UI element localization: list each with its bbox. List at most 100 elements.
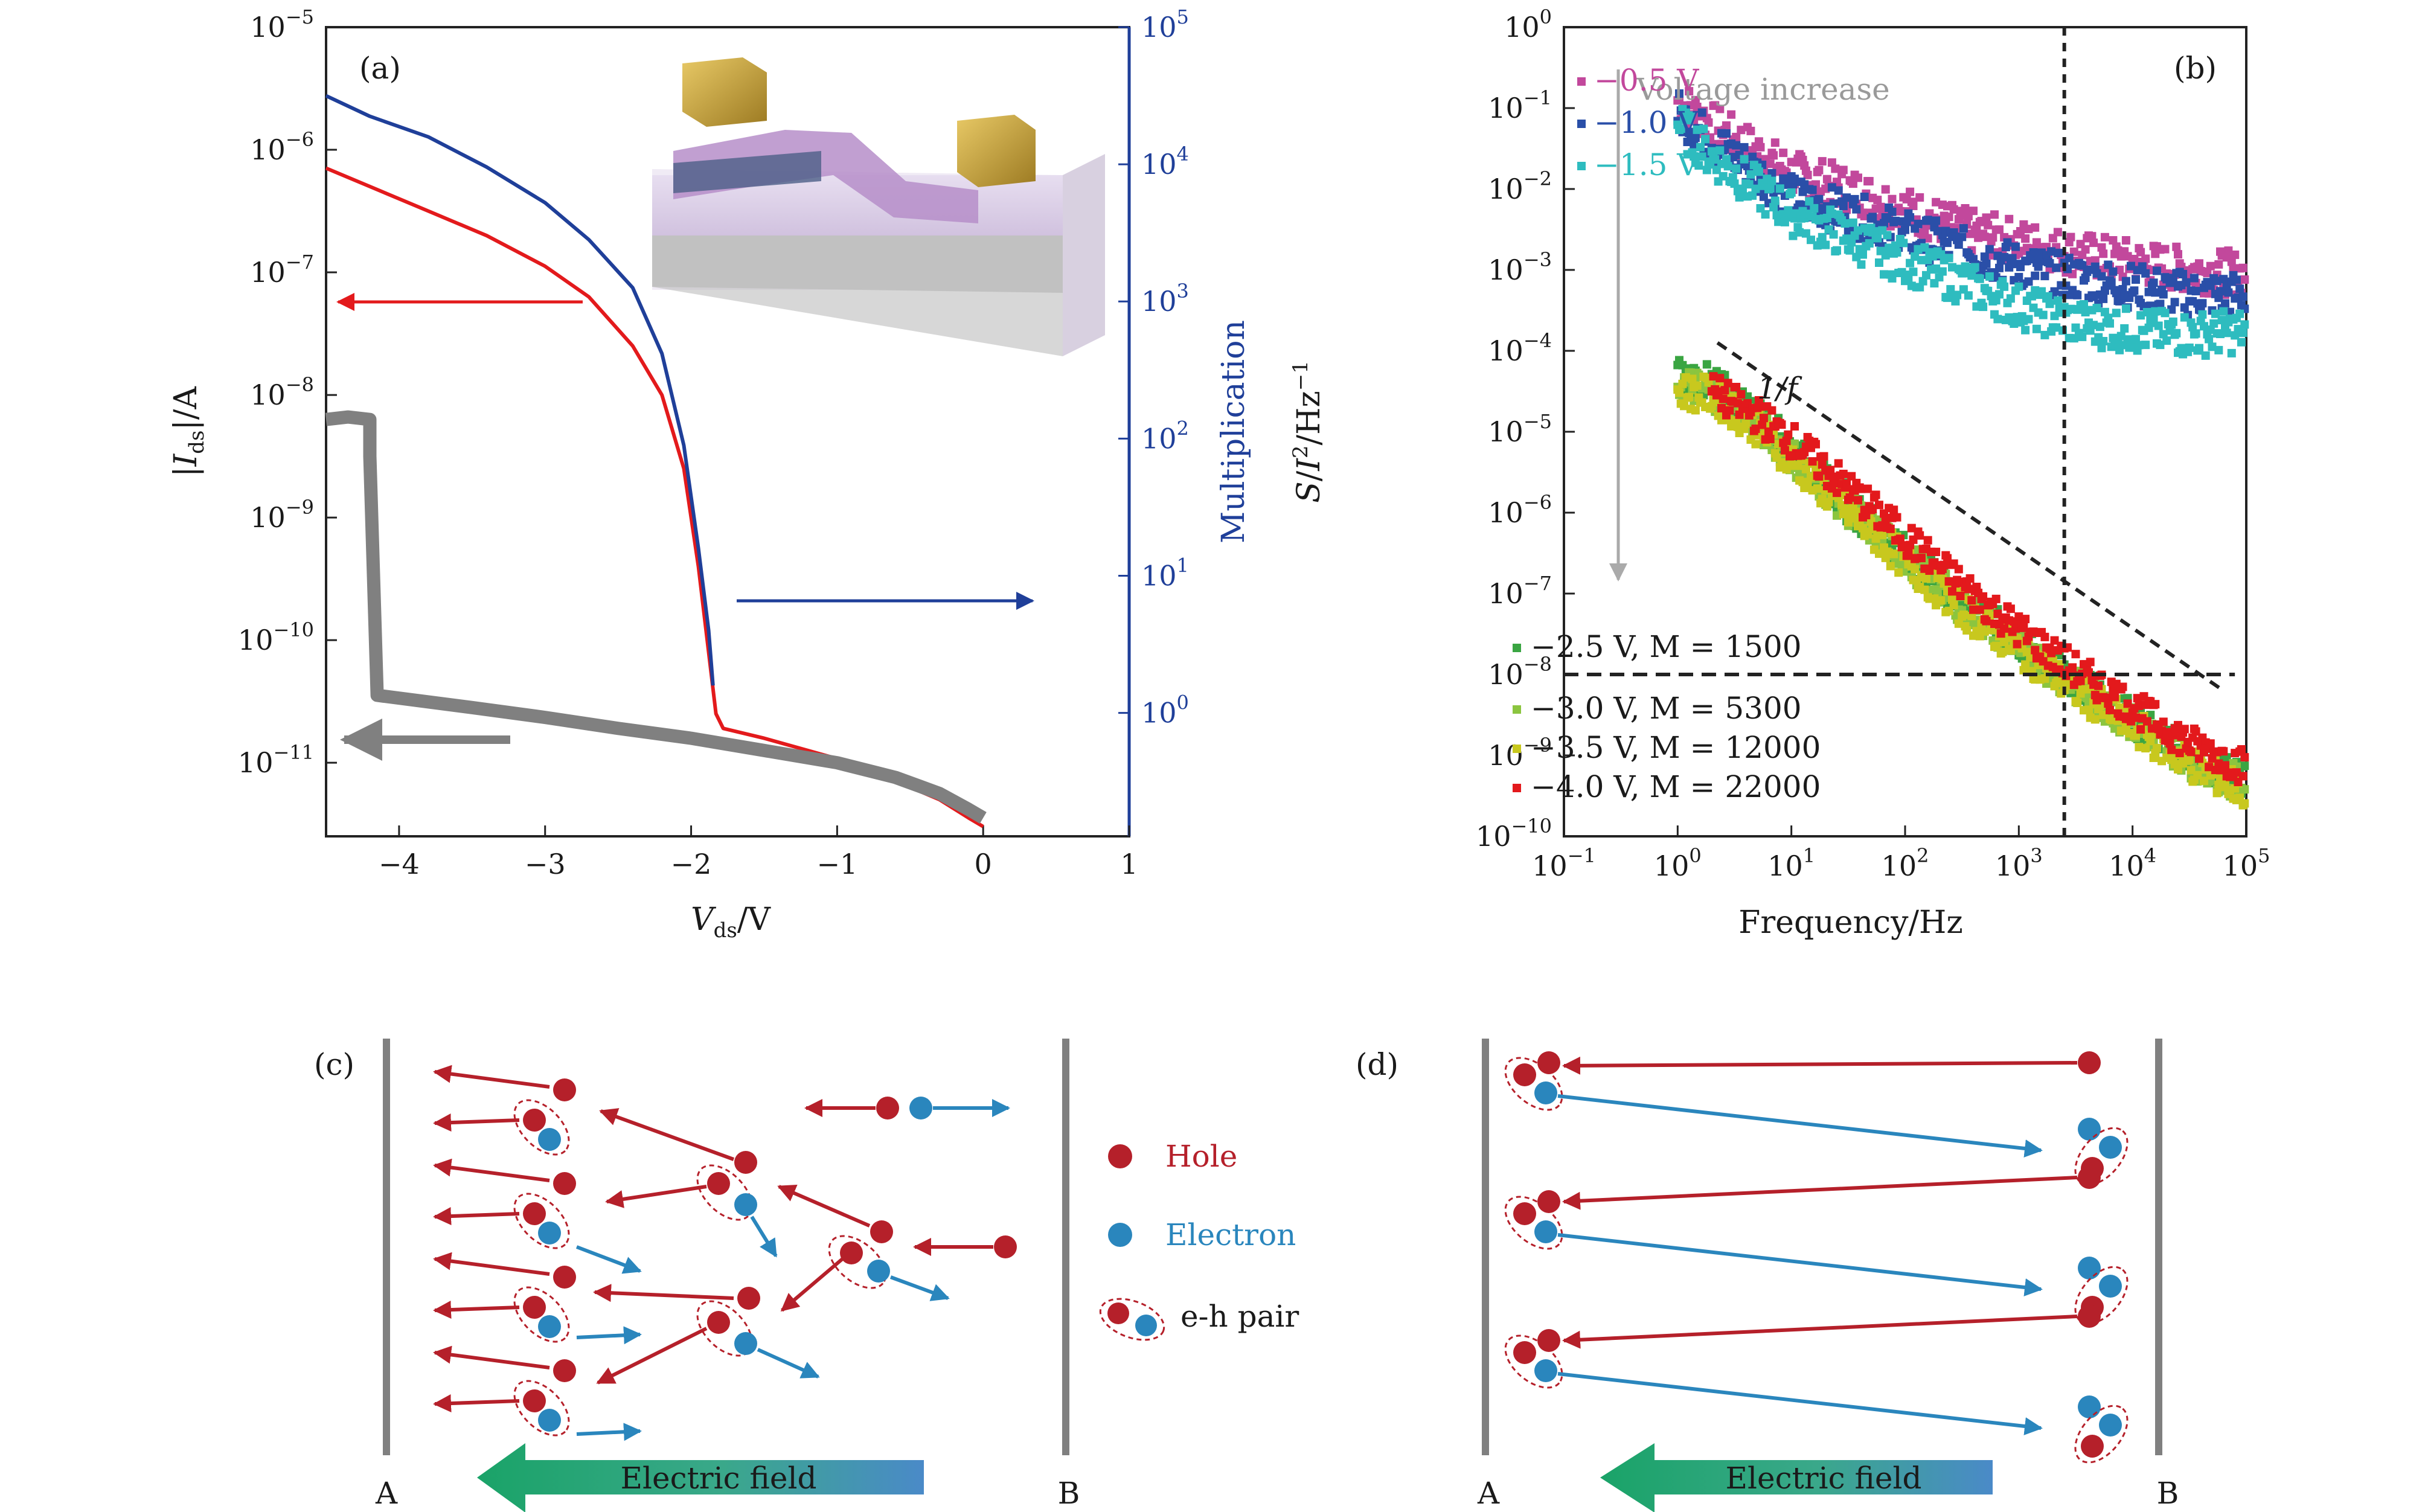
panel-b-point [1715,374,1725,383]
panel-b-point [1969,207,1978,216]
panel-b-point [1956,592,1965,600]
electron-drift-arrow [1557,1094,2043,1158]
panel-b-point [2053,228,2062,237]
panel-b-point [2024,225,2033,234]
panel-b-point [2211,309,2220,318]
hole [2078,1166,2101,1189]
legend-electron-dot [1108,1223,1132,1247]
panel-b-ytick-label: 10−7 [1488,572,1552,610]
panel-b-point [2094,681,2103,690]
panel-b-point [2106,705,2114,714]
panel-b-point [1969,619,1978,628]
panel-b-point [1725,406,1734,415]
panel-b-point [1691,406,1700,415]
panel-b-point [1857,260,1866,269]
panel-b-point [1881,515,1890,524]
legend-entry: −0.5 V [1594,63,1699,98]
panel-b-point [2021,660,2030,669]
hole [523,1296,546,1319]
panel-b-point [1735,193,1744,202]
eh-pair-ellipse [513,1286,570,1343]
electron [1534,1359,1557,1382]
panel-b-point [1723,379,1732,388]
panel-b-point [2235,284,2244,293]
panel-b-point [1681,373,1690,382]
panel-b-point [1873,196,1882,205]
hole-drift-arrow [599,1108,735,1161]
hole [2078,1305,2101,1328]
panel-b-point [1859,250,1867,259]
panel-b-point [2099,249,2108,258]
electron [2078,1395,2101,1418]
panel-b-point [1995,225,2004,234]
panel-b-point [1967,271,1976,280]
panel-b-point [1787,188,1796,197]
one-over-f-line [1716,341,2225,693]
hole-drift-arrow [433,1345,550,1369]
panel-b-point [1958,232,1967,242]
panel-b-point [2156,300,2165,309]
panel-b-point [2081,245,2090,254]
panel-b-point [1727,110,1736,119]
hole [1537,1051,1560,1074]
panel-b-label: (b) [2174,51,2217,86]
panel-b-point [2162,336,2171,345]
panel-b-point [1821,240,1830,249]
panel-b-point [2186,748,2196,757]
panel-a-ytick-label: 10−11 [238,741,314,779]
panel-b-point [2232,768,2241,777]
panel-b-point [1979,303,1988,312]
panel-b-point [1685,392,1694,402]
panel-b-point [2151,288,2160,297]
panel-b-point [2206,261,2215,271]
panel-b-point [2019,622,2028,631]
panel-b-point [1827,210,1836,218]
panel-b-point [1967,596,1976,605]
panel-a-label: (a) [359,51,401,86]
panel-b-point [1845,246,1854,255]
panel-b-point [2198,299,2207,308]
panel-b-point [1988,233,1997,242]
panel-b-point [2219,307,2228,316]
eh-pair-ellipse [2074,1405,2129,1464]
panel-b-xtick-label: 101 [1767,844,1815,882]
electric-field-arrow-c [477,1443,924,1512]
panel-b-point [1946,285,1955,294]
panel-b-point [1813,484,1822,493]
panel-b-point [2174,250,2182,259]
panel-b-point [1982,617,1991,626]
panel-b-point [1969,605,1978,614]
electron [2099,1136,2122,1159]
hole-drift-arrow [1562,1176,2078,1210]
panel-b-point [1888,274,1897,283]
hole [1513,1341,1536,1364]
panel-b-point [1807,235,1815,245]
panel-b-point [1904,547,1913,556]
panel-b-point [1953,290,1962,300]
panel-b-point [2136,725,2145,734]
panel-a-ylabel: |Ids|/A [168,386,209,477]
panel-d-diagram: (d) A B Electric field [1356,1039,2179,1512]
electron [867,1260,890,1283]
panel-b-point [2168,317,2177,326]
electron-drift-arrow [889,1275,950,1301]
hole [1513,1063,1536,1086]
panel-b-point [1888,194,1897,203]
panel-b-point [2100,232,2109,242]
panel-b-point [1964,291,1973,300]
panel-a-ytick-label: 10−8 [250,373,314,411]
panel-b-point [1777,458,1786,467]
hole-drift-arrow [596,1327,708,1385]
panel-b-point [2201,351,2210,360]
panel-b-point [2112,309,2121,318]
panel-a-xtick-label: −2 [671,848,712,880]
panel-b-point [2116,332,2125,341]
panel-b-point [2161,245,2170,254]
panel-b-point [2227,348,2236,357]
legend-entry: −3.0 V, M = 5300 [1531,691,1802,726]
panel-b-point [1777,420,1786,429]
panel-b-point [2153,266,2161,275]
panel-b-point [2089,239,2098,248]
panel-b-point [1852,205,1861,214]
panel-b-point [1766,435,1775,443]
